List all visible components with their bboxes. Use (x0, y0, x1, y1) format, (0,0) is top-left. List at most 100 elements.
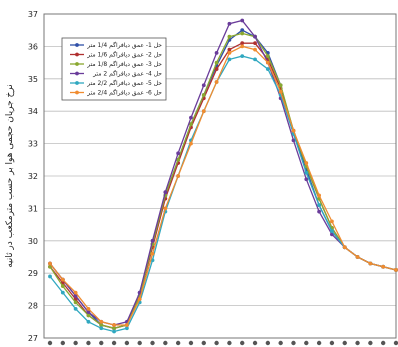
data-point (99, 326, 104, 331)
legend-box (61, 37, 167, 101)
y-axis-ticks: 27 28 29 30 31 32 33 34 35 36 37 (28, 10, 38, 343)
x-tick-mark (316, 340, 322, 346)
y-tick-label: 29 (28, 269, 38, 278)
data-point (176, 157, 181, 162)
data-point (150, 251, 155, 256)
data-point (73, 290, 78, 295)
x-tick-mark (393, 340, 398, 346)
x-tick-mark (124, 340, 130, 346)
y-tick-label: 36 (28, 42, 38, 51)
data-point (163, 206, 168, 211)
data-point (73, 293, 78, 298)
legend-swatch-marker (75, 62, 79, 66)
x-tick-mark (355, 340, 360, 346)
y-tick-label: 35 (28, 75, 38, 84)
data-point (317, 203, 322, 208)
data-point (214, 80, 219, 84)
data-point (278, 83, 283, 88)
series-line (49, 55, 397, 333)
data-point (48, 274, 52, 279)
legend-swatch-marker (75, 81, 79, 85)
legend-label: حل 1- عمق دیافراگم 1/4 متر (86, 41, 162, 49)
x-tick-mark (111, 340, 117, 346)
x-tick-mark (329, 340, 335, 346)
x-tick-mark (278, 340, 283, 346)
data-point (227, 57, 232, 62)
data-point (253, 34, 257, 39)
legend-swatch-marker (75, 52, 79, 57)
data-point (112, 323, 116, 327)
data-point (317, 209, 322, 214)
x-tick-mark (265, 340, 271, 346)
data-point (86, 319, 91, 324)
y-tick-label: 32 (28, 172, 38, 181)
plot-area (43, 13, 397, 339)
data-point (214, 60, 219, 65)
data-point (265, 67, 270, 71)
data-point (304, 161, 309, 165)
data-point (240, 41, 245, 46)
data-point (86, 313, 91, 318)
data-point (124, 323, 129, 327)
data-point (189, 115, 193, 120)
series-6 (48, 44, 398, 327)
data-point (176, 151, 181, 156)
data-point (189, 122, 193, 127)
legend-label: حل 2- عمق دیافراگم 1/6 متر (86, 51, 162, 59)
x-tick-mark (304, 340, 309, 346)
x-tick-mark (240, 340, 245, 346)
data-point (176, 174, 181, 178)
data-point (291, 138, 296, 143)
data-point (253, 41, 257, 46)
data-point (86, 306, 91, 311)
data-point (124, 326, 129, 331)
data-point (240, 18, 245, 23)
x-tick-mark (291, 340, 296, 346)
data-point (227, 50, 232, 55)
y-tick-label: 31 (28, 204, 38, 213)
x-tick-mark (201, 340, 206, 346)
data-point (355, 255, 360, 259)
data-point (48, 261, 52, 266)
y-tick-label: 33 (28, 140, 38, 149)
x-tick-mark (380, 340, 386, 346)
data-point (394, 268, 398, 272)
series-line (49, 45, 397, 326)
data-point (112, 326, 116, 331)
data-point (317, 193, 322, 198)
data-point (240, 28, 245, 33)
data-point (86, 310, 91, 314)
y-tick-label: 28 (28, 302, 38, 311)
data-point (381, 264, 386, 269)
data-point (189, 141, 193, 146)
data-point (201, 109, 206, 114)
x-tick-mark (60, 340, 66, 346)
legend-label: حل 6- عمق دیافراگم 2/4 متر (86, 89, 162, 97)
series-line (49, 32, 397, 329)
x-tick-mark (342, 340, 347, 346)
data-point (227, 34, 232, 39)
y-axis-label: نرخ جريان حجمی هوا بر حسب مترمکعب در ثان… (5, 84, 15, 268)
data-point (163, 190, 168, 195)
data-point (240, 44, 245, 49)
x-tick-mark (252, 340, 258, 346)
y-tick-label: 27 (28, 334, 38, 343)
legend-swatch-marker (75, 43, 79, 47)
data-point (265, 54, 270, 59)
data-point (214, 67, 219, 71)
legend: حل 1- عمق دیافراگم 1/4 متر حل 2- عمق دیاف… (61, 37, 167, 101)
x-tick-mark (163, 340, 168, 346)
data-point (342, 245, 347, 250)
data-point (227, 47, 232, 52)
data-point (304, 170, 309, 175)
data-point (99, 323, 104, 327)
y-tick-label: 37 (28, 10, 38, 19)
data-point (240, 54, 245, 59)
data-point (137, 297, 142, 302)
data-point (73, 300, 78, 305)
legend-label: حل 5- عمق دیافراگم 2/2 متر (86, 79, 162, 87)
x-tick-mark (188, 340, 194, 346)
y-tick-label: 34 (28, 107, 38, 116)
x-axis-ticks (47, 340, 398, 346)
